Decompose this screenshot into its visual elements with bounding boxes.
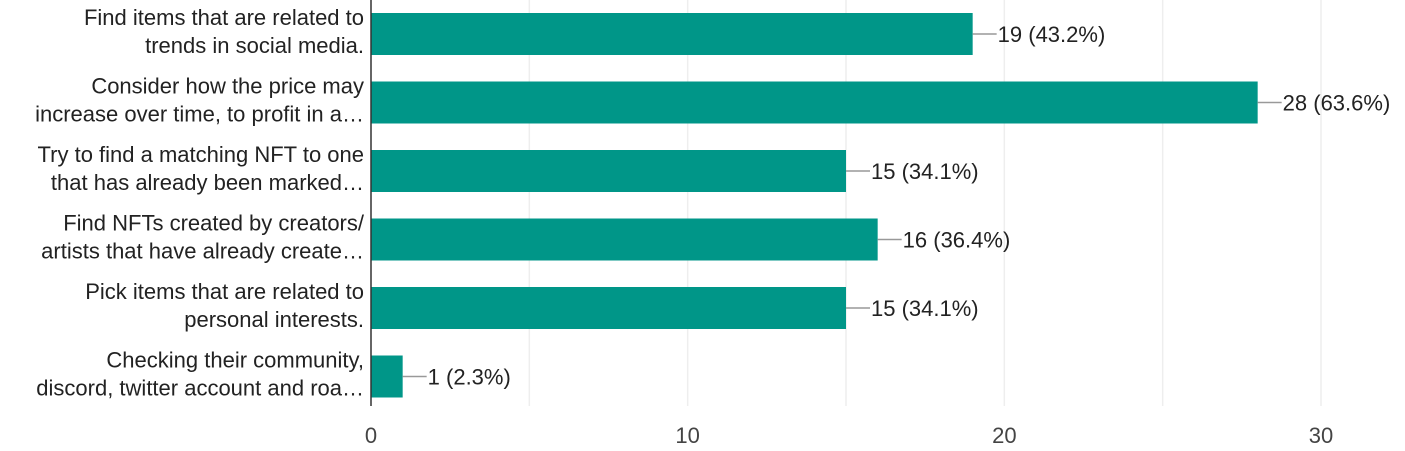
category-label-4: Find NFTs created by creators/artists th… — [41, 211, 365, 264]
category-label-line: Consider how the price may — [91, 74, 364, 99]
category-label-line: Pick items that are related to — [85, 279, 364, 304]
x-tick-30: 30 — [1309, 423, 1333, 448]
gridlines — [528, 0, 1322, 406]
category-label-line: artists that have already create… — [41, 239, 364, 264]
category-label-1: Find items that are related to trends in … — [84, 5, 364, 58]
category-label-5: Pick items that are related to personal i… — [85, 279, 364, 332]
x-tick-0: 0 — [365, 423, 377, 448]
x-axis-tick-labels: 0 10 20 30 — [365, 423, 1333, 448]
category-label-line: discord, twitter account and roa… — [36, 376, 364, 401]
x-tick-20: 20 — [992, 423, 1016, 448]
x-tick-10: 10 — [675, 423, 699, 448]
bar-6 — [371, 355, 403, 398]
category-label-line: Checking their community, — [106, 348, 364, 373]
data-label-3: 15 (34.1%) — [871, 159, 979, 184]
data-label-1: 19 (43.2%) — [998, 22, 1106, 47]
category-label-line: increase over time, to profit in a… — [35, 102, 364, 127]
bar-5 — [371, 287, 846, 329]
bar-3 — [371, 150, 846, 192]
category-label-line: Find NFTs created by creators/ — [63, 211, 365, 236]
bars — [371, 13, 1258, 398]
category-label-6: Checking their community, discord, twitte… — [36, 348, 364, 401]
data-label-4: 16 (36.4%) — [903, 228, 1011, 253]
data-labels: 19 (43.2%) 28 (63.6%) 15 (34.1%) 16 (36.4%)… — [428, 22, 1391, 390]
category-label-line: Find items that are related to — [84, 5, 364, 30]
category-label-line: that has already been marked… — [51, 170, 364, 195]
data-label-leaders — [402, 33, 1282, 378]
bar-4 — [371, 218, 878, 261]
category-label-3: Try to find a matching NFT to one that ha… — [38, 142, 364, 195]
bar-1 — [371, 13, 973, 55]
bar-2 — [371, 81, 1258, 124]
data-label-2: 28 (63.6%) — [1283, 91, 1391, 116]
category-label-line: trends in social media. — [145, 33, 364, 58]
category-labels: Find items that are related to trends in … — [35, 5, 365, 401]
data-label-5: 15 (34.1%) — [871, 296, 979, 321]
category-label-line: personal interests. — [184, 307, 364, 332]
data-label-6: 1 (2.3%) — [428, 365, 511, 390]
category-label-2: Consider how the price may increase over … — [35, 74, 364, 127]
category-label-line: Try to find a matching NFT to one — [38, 142, 364, 167]
